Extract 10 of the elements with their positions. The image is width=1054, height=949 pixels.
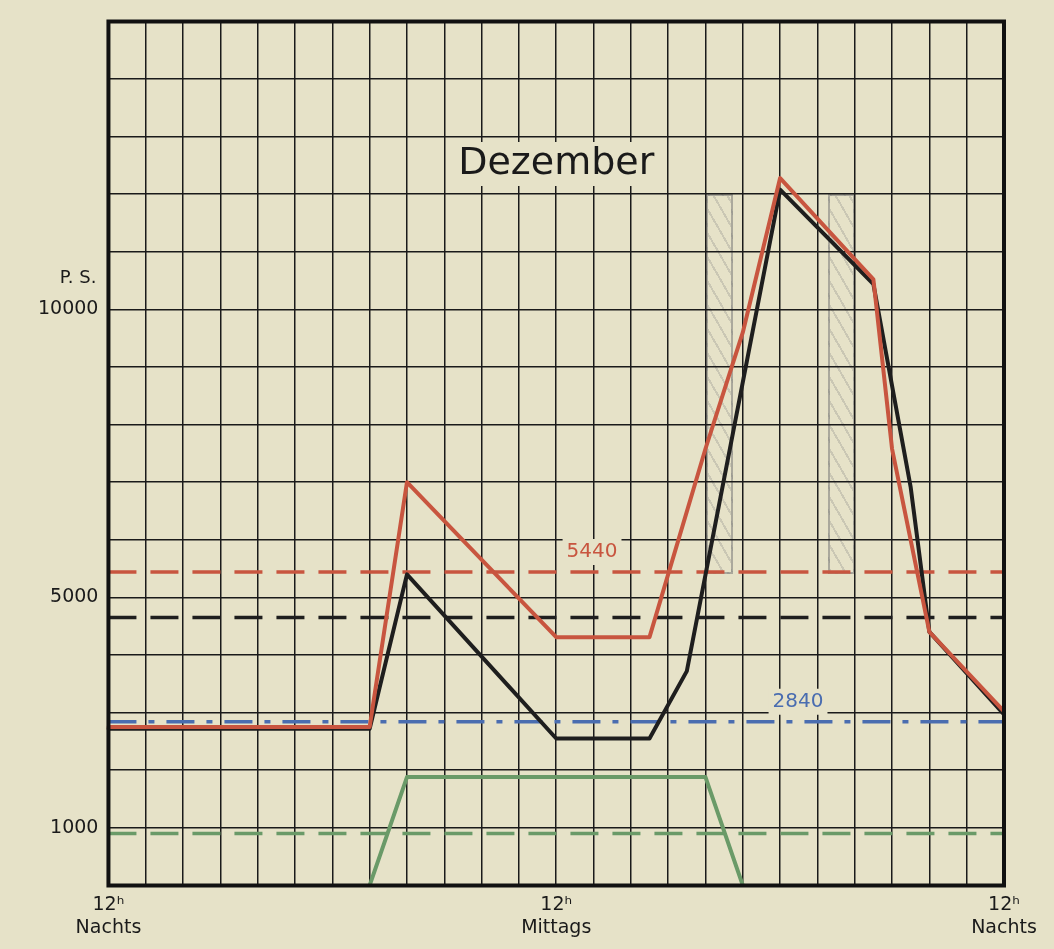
x-tick-label: 12ʰ Nachts (971, 891, 1037, 937)
y-tick-label: 1000 (50, 814, 99, 837)
ref-line-label: 5440 (566, 538, 618, 563)
x-tick-label: 12ʰ Mittags (521, 891, 592, 937)
ref-line-label: 2840 (772, 688, 824, 713)
y-tick-label: 5000 (50, 584, 99, 607)
x-tick-label: 12ʰ Nachts (75, 891, 142, 937)
y-tick-label: 10000 (37, 296, 99, 319)
text: Dezember (458, 138, 655, 183)
y-axis-title: P. S. (59, 266, 97, 288)
